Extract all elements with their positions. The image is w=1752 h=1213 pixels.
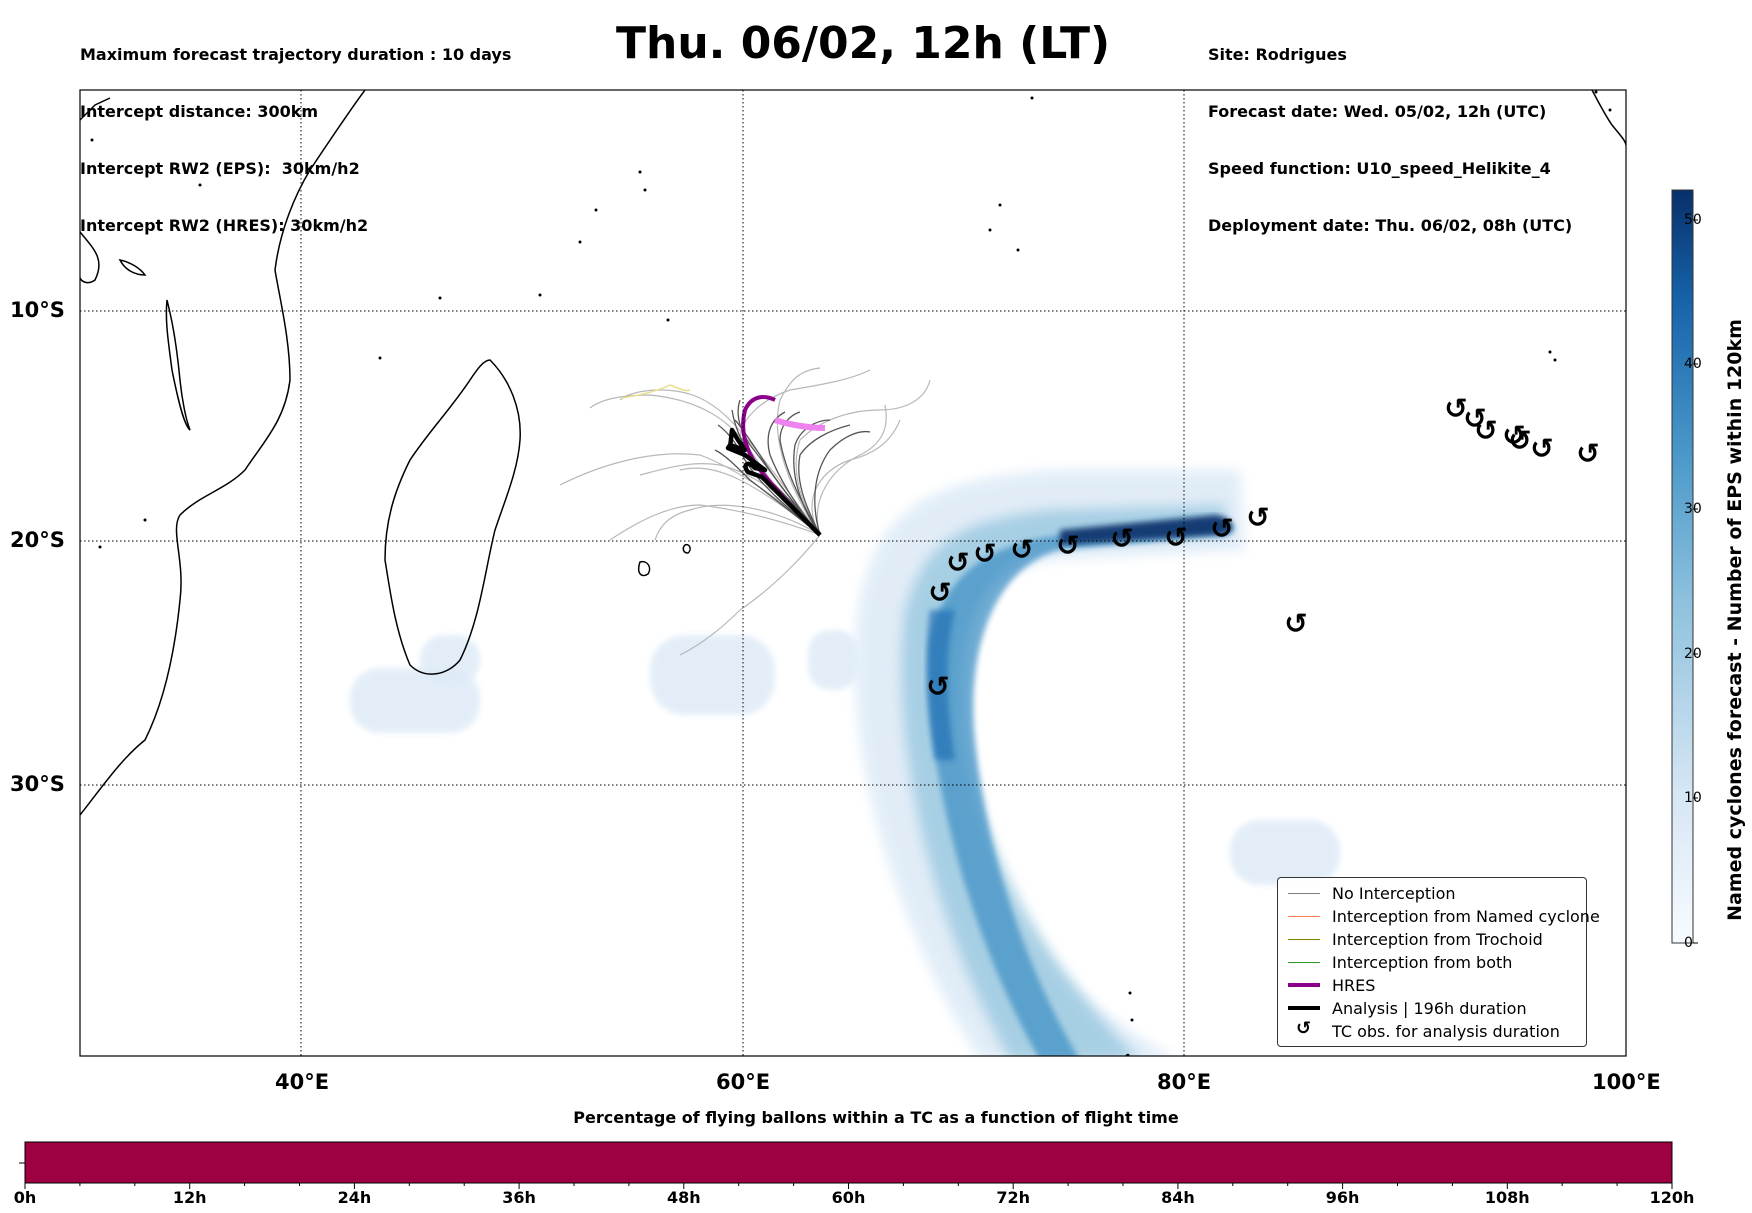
colorbar-horizontal-title: Percentage of flying ballons within a TC…	[573, 1108, 1179, 1127]
tc-obs-marker: ↺	[973, 537, 996, 570]
tc-obs-marker: ↺	[946, 546, 969, 579]
colorbar-vertical-tick-label: 30	[1684, 501, 1702, 517]
tc-obs-marker: ↺	[1246, 501, 1269, 534]
header-right-line: Speed function: U10_speed_Helikite_4	[1208, 159, 1551, 178]
legend-label: TC obs. for analysis duration	[1332, 1021, 1560, 1041]
tc-observations: ↺ ↺ ↺ ↺ ↺ ↺ ↺ ↺ ↺ ↺ ↺ ↺ ↺ ↺ ↺ ↺ ↺ ↺	[926, 392, 1599, 703]
tc-obs-marker: ↺	[1110, 522, 1133, 555]
analysis-trajectory	[725, 427, 822, 537]
colorbar-horizontal-tick-label: 0h	[13, 1188, 37, 1207]
tc-obs-marker: ↺	[1530, 432, 1553, 465]
header-right-line: Forecast date: Wed. 05/02, 12h (UTC)	[1208, 102, 1547, 121]
legend-item-trochoid: Interception from Trochoid	[1278, 928, 1543, 950]
legend-label: Interception from both	[1332, 952, 1513, 972]
legend-item-no-interception: No Interception	[1278, 882, 1456, 904]
header-left-line: Intercept RW2 (HRES): 30km/h2	[80, 216, 369, 235]
lat-label-30s: 30°S	[10, 772, 65, 796]
legend-label: Interception from Named cyclone	[1332, 906, 1600, 926]
lon-label-80e: 80°E	[1157, 1070, 1212, 1094]
lat-label-20s: 20°S	[10, 528, 65, 552]
legend-swatch	[1284, 997, 1324, 1019]
tc-obs-marker: ↺	[928, 576, 951, 609]
header-left-line: Intercept distance: 300km	[80, 102, 319, 121]
legend-item-named-cyclone: Interception from Named cyclone	[1278, 905, 1600, 927]
cyclone-density-swath	[350, 470, 1340, 1056]
legend-swatch	[1284, 905, 1324, 927]
tc-obs-marker: ↺	[1463, 402, 1486, 435]
lon-label-40e: 40°E	[275, 1070, 330, 1094]
header-right-line: Deployment date: Thu. 06/02, 08h (UTC)	[1208, 216, 1573, 235]
colorbar-horizontal-tick-label: 48h	[666, 1188, 701, 1207]
legend-item-hres: HRES	[1278, 974, 1375, 996]
colorbar-horizontal-tick-label: 24h	[337, 1188, 372, 1207]
header-left-line: Maximum forecast trajectory duration : 1…	[80, 45, 512, 64]
trochoid-interception-trajectory	[621, 384, 691, 399]
legend-item-both: Interception from both	[1278, 951, 1512, 973]
colorbar-horizontal-tick-label: 72h	[996, 1188, 1031, 1207]
colorbar-horizontal-tick-label: 96h	[1325, 1188, 1360, 1207]
colorbar-horizontal-ticks	[24, 1183, 1673, 1189]
colorbar-vertical-tick-label: 0	[1684, 935, 1693, 951]
legend: No Interception Interception from Named …	[1277, 877, 1600, 1047]
coastlines	[80, 90, 1626, 1056]
graticule	[80, 90, 1626, 1056]
colorbar-vertical-tick-label: 50	[1684, 212, 1702, 228]
main-title: Thu. 06/02, 12h (LT)	[616, 18, 1111, 69]
colorbar-horizontal-tick-label: 12h	[172, 1188, 207, 1207]
legend-swatch	[1284, 974, 1324, 996]
tc-obs-marker: ↺	[1444, 392, 1467, 425]
legend-item-analysis: Analysis | 196h duration	[1278, 997, 1527, 1019]
colorbar-vertical-tick-label: 10	[1684, 790, 1702, 806]
lon-label-100e: 100°E	[1592, 1070, 1661, 1094]
tc-obs-marker: ↺	[1284, 607, 1307, 640]
legend-swatch: ↺	[1284, 1018, 1324, 1042]
tc-obs-marker: ↺	[1296, 1018, 1312, 1039]
legend-label: HRES	[1332, 975, 1376, 995]
header-right-line: Site: Rodrigues	[1208, 45, 1347, 64]
colorbar-horizontal-tick-label: 120h	[1649, 1188, 1695, 1207]
legend-swatch	[1284, 928, 1324, 950]
legend-swatch	[1284, 951, 1324, 973]
tc-obs-marker: ↺	[1056, 529, 1079, 562]
lat-label-10s: 10°S	[10, 298, 65, 322]
small-islands	[90, 90, 1612, 1022]
colorbar-horizontal	[24, 1141, 1673, 1184]
legend-label: Interception from Trochoid	[1332, 929, 1543, 949]
colorbar-horizontal-tick-label: 60h	[831, 1188, 866, 1207]
colorbar-vertical-tick-label: 20	[1684, 646, 1702, 662]
colorbar-vertical-ticks	[1693, 219, 1698, 944]
eps-trajectories-dark	[714, 399, 871, 536]
tc-obs-marker: ↺	[1010, 533, 1033, 566]
tc-obs-marker: ↺	[1508, 424, 1531, 457]
header-right-info: Site: Rodrigues Forecast date: Wed. 05/0…	[1208, 7, 1572, 254]
legend-swatch	[1284, 882, 1324, 904]
legend-label: No Interception	[1332, 883, 1456, 903]
legend-item-tc-obs: ↺ TC obs. for analysis duration	[1278, 1018, 1560, 1042]
tc-obs-marker: ↺	[1576, 437, 1599, 470]
legend-label: Analysis | 196h duration	[1332, 998, 1527, 1018]
header-left-line: Intercept RW2 (EPS): 30km/h2	[80, 159, 360, 178]
colorbar-vertical	[1671, 189, 1694, 944]
colorbar-vertical-label: Named cyclones forecast - Number of EPS …	[1724, 319, 1746, 921]
tc-obs-marker: ↺	[1502, 419, 1525, 452]
lon-label-60e: 60°E	[716, 1070, 771, 1094]
colorbar-horizontal-tick-label: 36h	[502, 1188, 536, 1207]
tc-obs-marker: ↺	[1210, 512, 1233, 545]
tc-obs-marker: ↺	[926, 670, 949, 703]
tc-obs-marker: ↺	[1474, 414, 1497, 447]
colorbar-horizontal-tick-label: 84h	[1161, 1188, 1195, 1207]
tc-obs-marker: ↺	[1164, 521, 1187, 554]
colorbar-horizontal-tick-label: 108h	[1484, 1188, 1530, 1207]
hres-late-trajectory	[774, 417, 826, 431]
colorbar-vertical-tick-label: 40	[1684, 356, 1702, 372]
header-left-info: Maximum forecast trajectory duration : 1…	[80, 7, 511, 254]
map-frame	[79, 89, 1627, 1057]
